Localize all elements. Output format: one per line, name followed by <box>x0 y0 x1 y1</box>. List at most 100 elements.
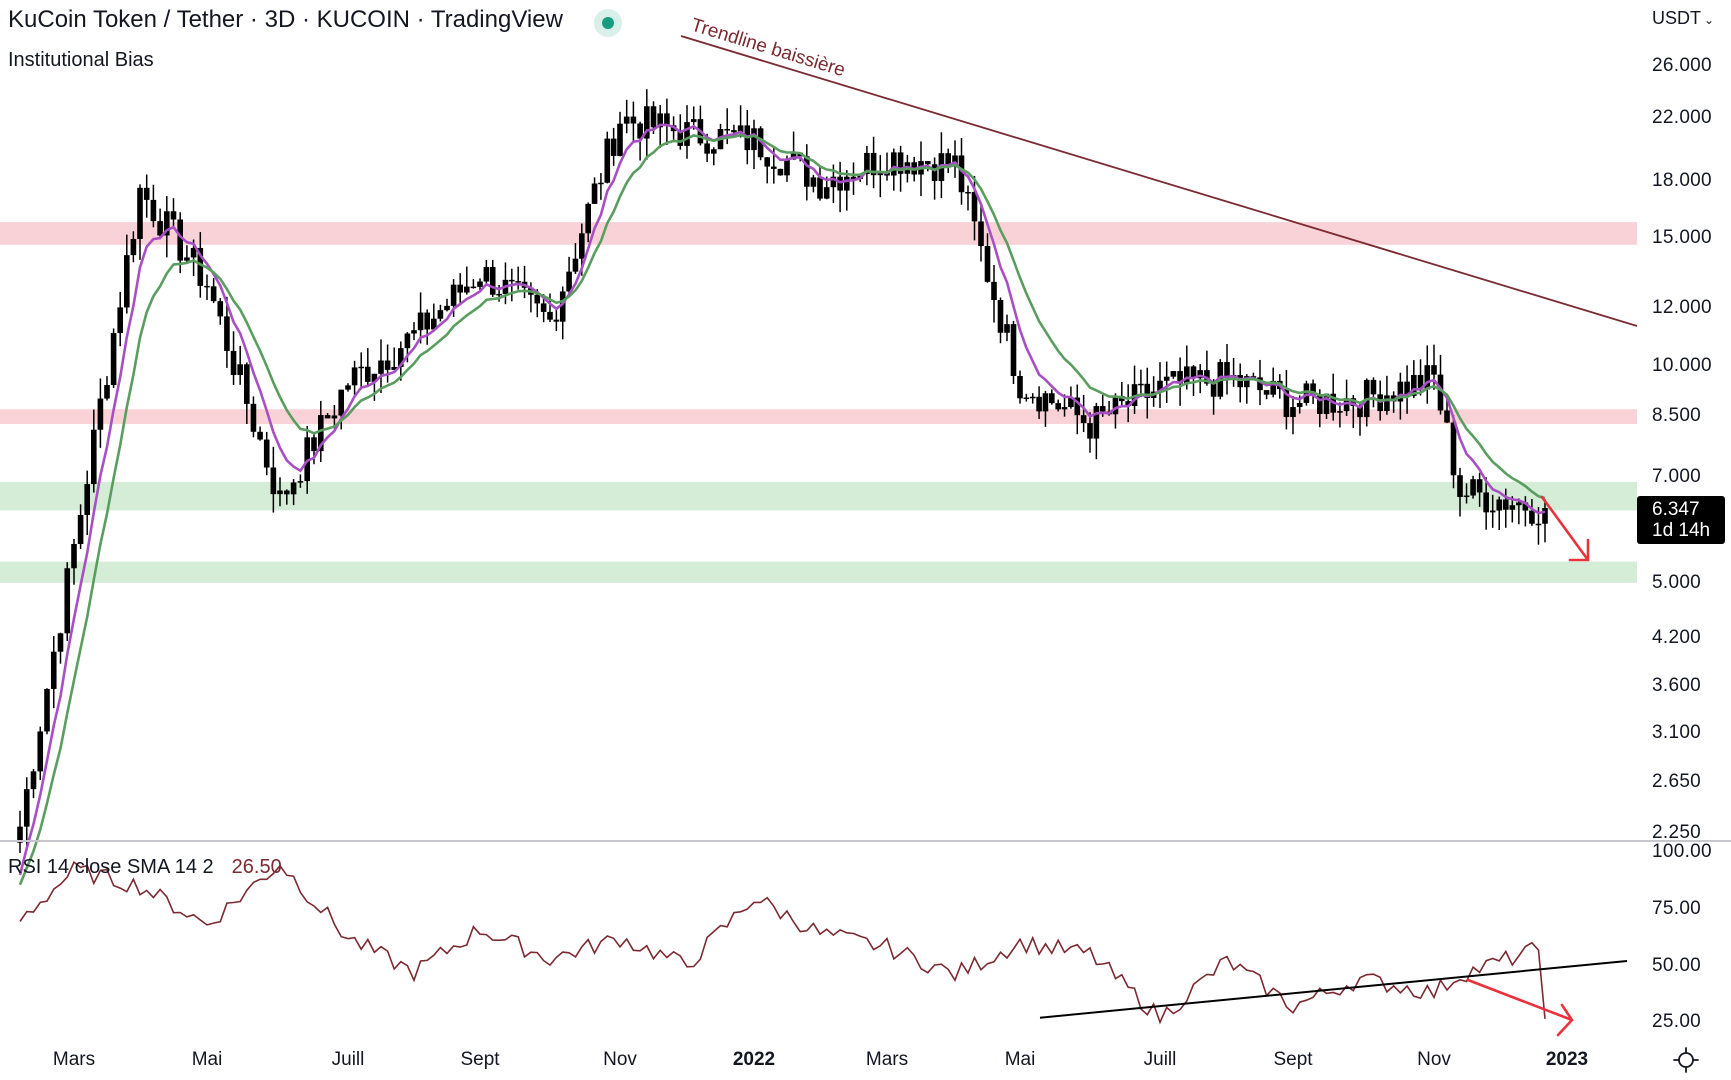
candle-body <box>496 293 502 296</box>
candle-body <box>1483 492 1489 513</box>
candle-body <box>1357 405 1363 418</box>
time-tick-label: Sept <box>1273 1049 1313 1070</box>
currency-label: USDT <box>1652 8 1701 28</box>
candle-body <box>457 284 463 293</box>
candle-body <box>44 688 50 732</box>
candle-body <box>404 333 411 349</box>
candle-body <box>731 130 737 133</box>
candle-body <box>424 312 430 330</box>
price-tick-label: 18.000 <box>1652 170 1712 192</box>
rsi-tick-label: 75.00 <box>1652 897 1702 919</box>
candle-body <box>1244 376 1250 388</box>
candle-body <box>630 116 637 124</box>
candle-body <box>37 731 44 772</box>
candle-body <box>398 348 404 367</box>
candle-body <box>790 152 797 160</box>
price-tick-label: 5.000 <box>1652 571 1702 593</box>
candle-body <box>664 113 670 126</box>
candle-body <box>91 429 97 485</box>
candle-body <box>17 826 23 843</box>
candle-body <box>1542 508 1548 524</box>
candle-body <box>837 176 843 191</box>
candle-body <box>1125 401 1131 407</box>
candle-body <box>483 267 490 282</box>
candle-body <box>850 176 857 180</box>
candle-body <box>1509 505 1516 510</box>
candle-body <box>358 366 364 369</box>
indicator-name[interactable]: Institutional Bias <box>8 49 154 71</box>
candle-body <box>64 568 71 634</box>
candle-body <box>777 168 784 176</box>
candle-body <box>1224 362 1230 377</box>
rsi-legend[interactable]: RSI 14 close SMA 14 2 26.50 <box>8 856 282 879</box>
candle-body <box>1263 390 1270 395</box>
candle-body <box>971 191 978 222</box>
candle-body <box>204 285 210 288</box>
candle-body <box>737 125 744 133</box>
candle-body <box>515 281 521 283</box>
price-tick-label: 4.200 <box>1652 626 1702 648</box>
price-tick-label: 22.000 <box>1652 107 1712 129</box>
candle-body <box>1463 495 1470 498</box>
candle-body <box>1343 398 1350 412</box>
candle-body <box>311 437 317 452</box>
candle-body <box>391 366 397 370</box>
candle-body <box>190 247 197 258</box>
rsi-line <box>19 860 1546 1025</box>
candle-body <box>1404 381 1410 396</box>
bar-countdown: 1d 14h <box>1652 520 1711 541</box>
candle-body <box>365 366 371 382</box>
current-price-tag: 6.347 1d 14h <box>1637 496 1725 544</box>
candle-body <box>870 152 877 176</box>
settings-gear-icon[interactable] <box>1672 1046 1700 1074</box>
candle-body <box>1055 403 1061 410</box>
candle-body <box>579 233 585 259</box>
candle-body <box>637 123 643 139</box>
candle-body <box>559 291 566 322</box>
rsi-bearish-arrow-icon <box>1466 978 1574 1037</box>
candle-body <box>57 633 64 652</box>
time-tick-label: 2023 <box>1545 1049 1589 1070</box>
candle-body <box>1017 375 1023 399</box>
candle-body <box>817 177 823 199</box>
candle-body <box>1444 410 1450 423</box>
candle-body <box>117 307 123 334</box>
candle-body <box>1138 383 1144 386</box>
candle-body <box>724 129 730 131</box>
candle-body <box>1411 374 1417 396</box>
candle-body <box>244 364 250 404</box>
candle-body <box>304 437 310 482</box>
candle-body <box>224 316 230 351</box>
candle-body <box>897 152 904 174</box>
trendline-label: Trendline baissière <box>689 15 848 82</box>
candle-body <box>1257 377 1263 391</box>
price-tick-label: 2.250 <box>1652 822 1702 844</box>
candle-body <box>1431 365 1437 375</box>
candle-body <box>137 187 143 239</box>
candle-body <box>591 183 598 204</box>
resistance-zone <box>0 409 1637 424</box>
candle-body <box>810 177 817 187</box>
candle-body <box>844 176 850 191</box>
candle-body <box>104 385 110 399</box>
candle-body <box>945 153 951 166</box>
rsi-tick-label: 50.00 <box>1652 954 1702 976</box>
candle-body <box>1390 395 1397 402</box>
live-status-icon <box>594 9 622 37</box>
candle-body <box>1010 324 1017 376</box>
candle-body <box>1470 479 1476 496</box>
candle-body <box>965 191 971 194</box>
currency-selector[interactable]: USDT ⌄ <box>1652 8 1714 29</box>
price-tick-label: 2.650 <box>1652 770 1702 792</box>
candle-body <box>378 360 384 374</box>
candle-body <box>130 238 137 256</box>
candle-body <box>84 484 90 515</box>
candle-body <box>477 281 483 287</box>
candle-body <box>97 398 104 430</box>
candle-body <box>547 311 553 320</box>
current-price: 6.347 <box>1652 499 1700 520</box>
candle-body <box>1210 383 1217 397</box>
candle-body <box>1112 396 1119 415</box>
candle-body <box>623 116 630 124</box>
